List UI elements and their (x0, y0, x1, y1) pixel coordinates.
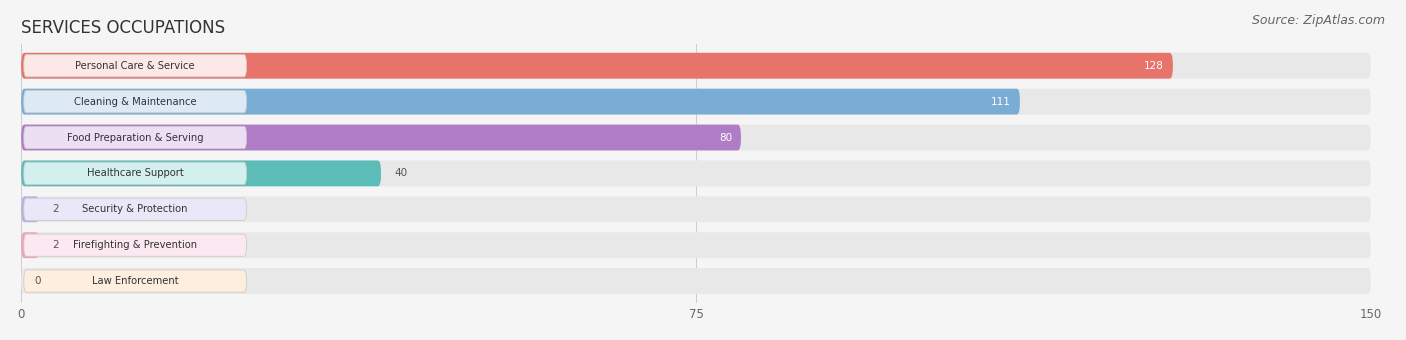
Text: 111: 111 (991, 97, 1011, 107)
FancyBboxPatch shape (24, 198, 246, 220)
Text: Food Preparation & Serving: Food Preparation & Serving (67, 133, 204, 142)
Text: 80: 80 (718, 133, 733, 142)
Text: Law Enforcement: Law Enforcement (91, 276, 179, 286)
Text: 40: 40 (395, 168, 408, 179)
FancyBboxPatch shape (21, 124, 1371, 150)
FancyBboxPatch shape (21, 232, 39, 258)
Text: Security & Protection: Security & Protection (83, 204, 188, 214)
Text: 2: 2 (52, 240, 59, 250)
FancyBboxPatch shape (24, 162, 246, 185)
Text: Cleaning & Maintenance: Cleaning & Maintenance (75, 97, 197, 107)
FancyBboxPatch shape (21, 160, 381, 186)
FancyBboxPatch shape (21, 232, 1371, 258)
FancyBboxPatch shape (24, 234, 246, 256)
FancyBboxPatch shape (21, 197, 39, 222)
FancyBboxPatch shape (21, 89, 1019, 115)
FancyBboxPatch shape (21, 53, 1371, 79)
Text: Personal Care & Service: Personal Care & Service (76, 61, 195, 71)
Text: Source: ZipAtlas.com: Source: ZipAtlas.com (1251, 14, 1385, 27)
FancyBboxPatch shape (21, 160, 1371, 186)
Text: Healthcare Support: Healthcare Support (87, 168, 184, 179)
Text: 0: 0 (35, 276, 41, 286)
FancyBboxPatch shape (21, 197, 1371, 222)
Text: SERVICES OCCUPATIONS: SERVICES OCCUPATIONS (21, 19, 225, 37)
FancyBboxPatch shape (21, 53, 1173, 79)
Text: 2: 2 (52, 204, 59, 214)
FancyBboxPatch shape (21, 268, 1371, 294)
FancyBboxPatch shape (24, 90, 246, 113)
FancyBboxPatch shape (24, 126, 246, 149)
FancyBboxPatch shape (24, 55, 246, 77)
Text: Firefighting & Prevention: Firefighting & Prevention (73, 240, 197, 250)
FancyBboxPatch shape (21, 89, 1371, 115)
FancyBboxPatch shape (21, 124, 741, 150)
Text: 128: 128 (1144, 61, 1164, 71)
FancyBboxPatch shape (24, 270, 246, 292)
